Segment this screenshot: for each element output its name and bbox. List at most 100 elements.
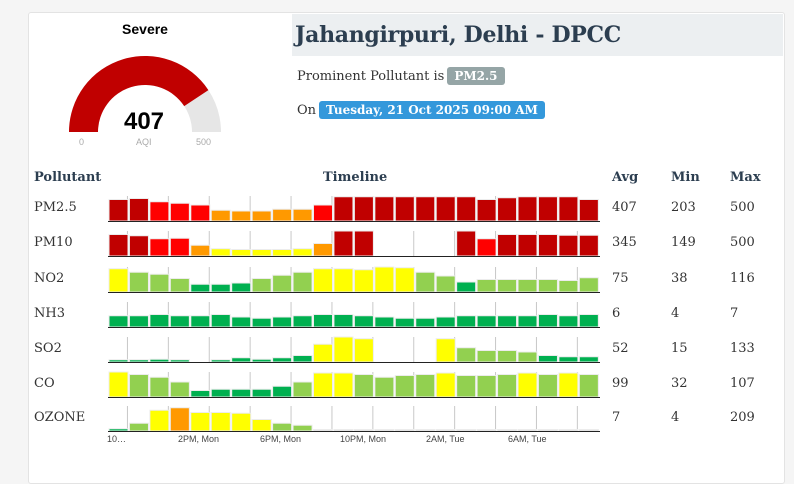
timeline-bar[interactable] [476, 199, 497, 222]
timeline-bar[interactable] [272, 274, 293, 293]
timeline-bar[interactable] [578, 314, 599, 328]
timeline-bar[interactable] [456, 281, 477, 293]
timeline-bar[interactable] [353, 338, 374, 363]
timeline-bar[interactable] [210, 388, 231, 398]
timeline-bar[interactable] [558, 372, 579, 398]
timeline-bar[interactable] [210, 283, 231, 293]
timeline-bar[interactable] [231, 282, 252, 293]
timeline-bar[interactable] [578, 429, 599, 432]
timeline-bar[interactable] [251, 419, 272, 432]
timeline-bar[interactable] [435, 372, 456, 398]
timeline-bar[interactable] [313, 343, 333, 363]
timeline-bar[interactable] [292, 315, 313, 328]
timeline-bar[interactable] [497, 234, 518, 257]
timeline-bar[interactable] [210, 314, 231, 328]
timeline-bar[interactable] [415, 196, 436, 222]
timeline-bar[interactable] [210, 248, 231, 257]
timeline-bar[interactable] [231, 210, 252, 222]
timeline-bar[interactable] [517, 315, 538, 328]
timeline-bar[interactable] [537, 279, 558, 293]
timeline-bar[interactable] [169, 237, 190, 257]
timeline-bar[interactable] [558, 280, 579, 293]
timeline-bar[interactable] [251, 388, 272, 398]
timeline-bar[interactable] [537, 355, 558, 363]
timeline-bar[interactable] [497, 279, 518, 293]
timeline-bar[interactable] [435, 429, 456, 432]
timeline-bar[interactable] [231, 412, 252, 432]
timeline-bar[interactable] [476, 375, 497, 398]
timeline-bar[interactable] [558, 429, 579, 432]
timeline-bar[interactable] [578, 234, 599, 257]
timeline-bar[interactable] [537, 314, 558, 328]
timeline-bar[interactable] [415, 317, 436, 328]
timeline-bar[interactable] [313, 243, 333, 257]
timeline-bar[interactable] [517, 372, 538, 398]
timeline-bar[interactable] [456, 315, 477, 328]
timeline-bar[interactable] [272, 249, 293, 257]
timeline-bar[interactable] [333, 429, 354, 432]
timeline-bar[interactable] [394, 267, 415, 293]
timeline-bar[interactable] [578, 356, 599, 363]
timeline-bar[interactable] [210, 209, 231, 222]
timeline-bar[interactable] [578, 199, 599, 222]
timeline-bar[interactable] [558, 315, 579, 328]
timeline-bar[interactable] [517, 279, 538, 293]
timeline-bar[interactable] [149, 409, 170, 432]
timeline-bar[interactable] [394, 429, 415, 432]
timeline-bar[interactable] [353, 196, 374, 222]
timeline-bar[interactable] [210, 412, 231, 432]
timeline-bar[interactable] [374, 376, 395, 398]
timeline-bar[interactable] [292, 208, 313, 222]
timeline-bar[interactable] [292, 271, 313, 293]
timeline-bar[interactable] [108, 315, 129, 328]
timeline-bar[interactable] [169, 359, 190, 363]
timeline-bar[interactable] [497, 350, 518, 363]
timeline-bar[interactable] [313, 268, 333, 293]
timeline-bar[interactable] [251, 210, 272, 222]
timeline-bar[interactable] [292, 424, 313, 432]
timeline-bar[interactable] [456, 196, 477, 222]
timeline-bar[interactable] [415, 271, 436, 293]
timeline-bar[interactable] [149, 358, 170, 363]
timeline-bar[interactable] [333, 314, 354, 328]
timeline-bar[interactable] [476, 238, 497, 257]
timeline-bar[interactable] [128, 359, 149, 363]
timeline-bar[interactable] [456, 375, 477, 398]
timeline-bar[interactable] [292, 355, 313, 363]
timeline-bar[interactable] [251, 278, 272, 293]
timeline-bar[interactable] [333, 196, 354, 222]
timeline-bar[interactable] [108, 199, 129, 222]
timeline-bar[interactable] [108, 359, 129, 363]
timeline-bar[interactable] [456, 429, 477, 432]
timeline-bar[interactable] [435, 316, 456, 328]
timeline-bar[interactable] [517, 429, 538, 432]
timeline-bar[interactable] [190, 412, 211, 432]
timeline-bar[interactable] [251, 249, 272, 257]
timeline-bar[interactable] [251, 358, 272, 363]
timeline-bar[interactable] [476, 279, 497, 293]
timeline-bar[interactable] [272, 385, 293, 398]
timeline-bar[interactable] [435, 275, 456, 293]
timeline-bar[interactable] [497, 374, 518, 398]
timeline-bar[interactable] [497, 197, 518, 222]
timeline-bar[interactable] [313, 429, 333, 432]
timeline-bar[interactable] [558, 196, 579, 222]
timeline-bar[interactable] [313, 372, 333, 398]
timeline-bar[interactable] [149, 238, 170, 257]
timeline-bar[interactable] [333, 268, 354, 293]
timeline-bar[interactable] [374, 196, 395, 222]
timeline-bar[interactable] [374, 429, 395, 432]
timeline-bar[interactable] [292, 248, 313, 257]
timeline-bar[interactable] [537, 196, 558, 222]
timeline-bar[interactable] [517, 196, 538, 222]
timeline-bar[interactable] [517, 351, 538, 363]
timeline-bar[interactable] [210, 359, 231, 363]
timeline-bar[interactable] [435, 338, 456, 363]
timeline-bar[interactable] [537, 374, 558, 398]
timeline-bar[interactable] [108, 428, 129, 432]
timeline-bar[interactable] [128, 271, 149, 293]
timeline-bar[interactable] [517, 234, 538, 257]
timeline-bar[interactable] [128, 235, 149, 257]
timeline-bar[interactable] [578, 277, 599, 293]
timeline-bar[interactable] [313, 204, 333, 222]
